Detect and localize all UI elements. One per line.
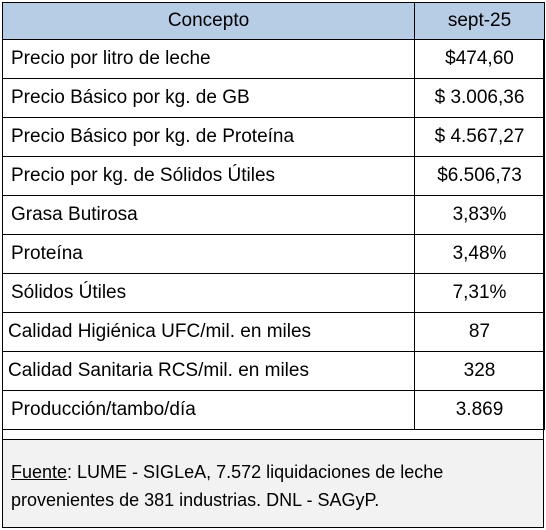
table-row: Precio por kg. de Sólidos Útiles $6.506,…: [2, 156, 545, 196]
row-concept: Precio por litro de leche: [2, 39, 415, 79]
row-value: 328: [414, 351, 545, 391]
table-row: Precio Básico por kg. de GB $ 3.006,36: [2, 78, 545, 118]
row-value: 3,48%: [414, 234, 545, 274]
row-value: $ 3.006,36: [414, 78, 545, 118]
row-value: 3,83%: [414, 195, 545, 235]
row-value: 7,31%: [414, 273, 545, 313]
row-value: 87: [414, 312, 545, 352]
row-value: 3.869: [414, 390, 545, 430]
table-row: Producción/tambo/día 3.869: [2, 390, 545, 430]
table-row: Precio Básico por kg. de Proteína $ 4.56…: [2, 117, 545, 157]
table-row: Calidad Higiénica UFC/mil. en miles 87: [2, 312, 545, 352]
row-concept: Precio Básico por kg. de Proteína: [2, 117, 415, 157]
table-row: Calidad Sanitaria RCS/mil. en miles 328: [2, 351, 545, 391]
row-concept: Calidad Sanitaria RCS/mil. en miles: [2, 351, 415, 391]
row-concept: Producción/tambo/día: [2, 390, 415, 430]
header-row: Concepto sept-25: [2, 2, 545, 40]
row-value: $ 4.567,27: [414, 117, 545, 157]
table-row: Sólidos Útiles 7,31%: [2, 273, 545, 313]
row-concept: Proteína: [2, 234, 415, 274]
header-concept: Concepto: [2, 2, 415, 40]
row-concept: Precio Básico por kg. de GB: [2, 78, 415, 118]
header-period: sept-25: [414, 2, 545, 40]
row-value: $6.506,73: [414, 156, 545, 196]
row-concept: Sólidos Útiles: [2, 273, 415, 313]
row-concept: Grasa Butirosa: [2, 195, 415, 235]
source-label: Fuente: [11, 462, 68, 482]
source-text: : LUME - SIGLeA, 7.572 liquidaciones de …: [11, 462, 444, 510]
source-note: Fuente: LUME - SIGLeA, 7.572 liquidacion…: [3, 439, 543, 527]
milk-price-table: Concepto sept-25 Precio por litro de lec…: [2, 2, 545, 430]
row-concept: Precio por kg. de Sólidos Útiles: [2, 156, 415, 196]
table-row: Grasa Butirosa 3,83%: [2, 195, 545, 235]
table-row: Precio por litro de leche $474,60: [2, 39, 545, 79]
row-value: $474,60: [414, 39, 545, 79]
row-concept: Calidad Higiénica UFC/mil. en miles: [2, 312, 415, 352]
table-row: Proteína 3,48%: [2, 234, 545, 274]
